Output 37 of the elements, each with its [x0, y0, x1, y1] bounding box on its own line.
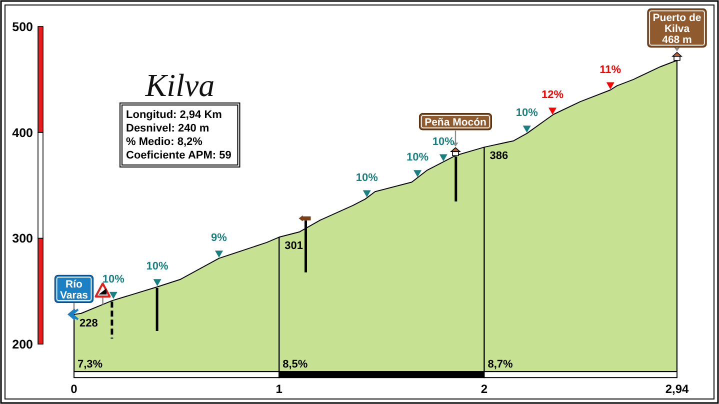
- annotation: 10%: [406, 152, 429, 164]
- x-tick-label: 2,94: [665, 382, 689, 396]
- x-tick-label: 1: [276, 382, 283, 396]
- annotation: 9%: [211, 232, 228, 244]
- point: [153, 279, 162, 286]
- y-tick-label: 300: [12, 232, 34, 246]
- y-tick-label: 400: [12, 126, 34, 140]
- annotation: 8,7%: [488, 358, 513, 371]
- x-tick-label: 2: [480, 382, 488, 396]
- x-tick-label: 0: [70, 382, 78, 396]
- y-tick-label: 500: [12, 20, 34, 34]
- point: [414, 170, 422, 178]
- point: [606, 82, 614, 90]
- text: Longitud: 2,94 Km Desnivel: 240 m % Medio: 8,2% Coeficiente APM: 59: [126, 109, 232, 162]
- data-label: 301: [284, 240, 303, 252]
- data-label: 228: [80, 317, 98, 330]
- annotation: 12%: [541, 89, 564, 102]
- annotation: 10%: [516, 107, 538, 120]
- point: [109, 292, 118, 299]
- y-tick-label: 200: [12, 338, 34, 352]
- annotation: Puerto de Kilva 468 m: [652, 12, 702, 46]
- annotation: 10%: [356, 172, 378, 184]
- annotation: 10%: [432, 136, 455, 148]
- point: [522, 126, 531, 133]
- annotation: 10%: [146, 260, 168, 273]
- annotation: 10%: [102, 273, 125, 286]
- data-label: 386: [490, 150, 508, 162]
- annotation: Río Varas: [60, 278, 88, 302]
- point: [215, 250, 224, 258]
- point: [439, 154, 448, 162]
- text: Kilva: [144, 67, 215, 103]
- annotation: 7,3%: [78, 358, 103, 371]
- point: [362, 190, 371, 198]
- point: [548, 108, 557, 115]
- annotation: Peña Mocón: [424, 116, 486, 129]
- annotation: 11%: [600, 64, 622, 76]
- annotation: 8,5%: [282, 358, 308, 371]
